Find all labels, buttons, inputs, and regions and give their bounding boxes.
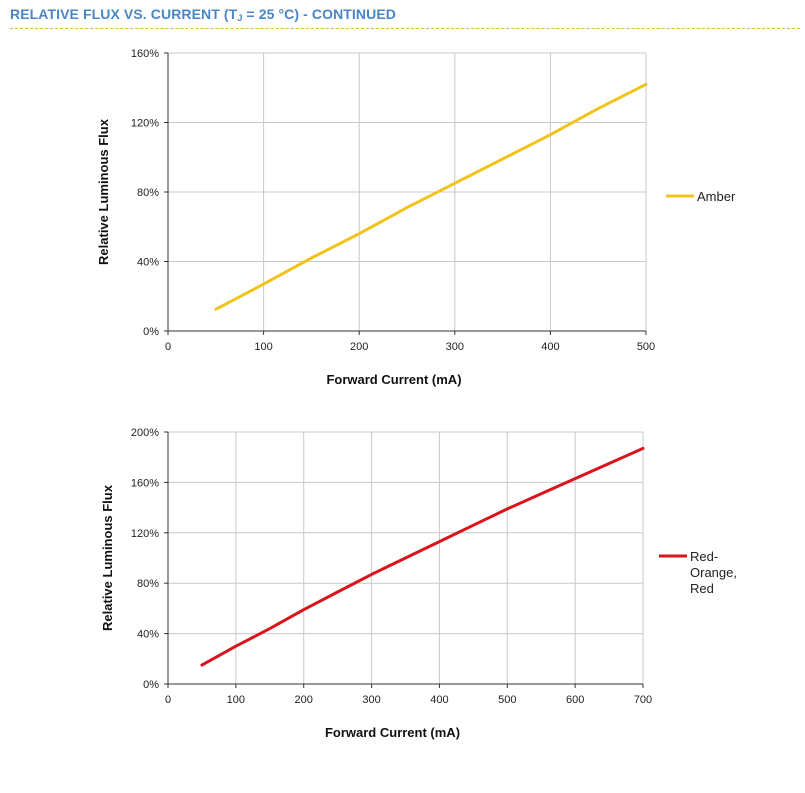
section-title-suffix: = 25 °C) - CONTINUED <box>242 6 396 22</box>
legend-label-line: Red <box>690 581 714 596</box>
y-tick-label: 0% <box>143 326 159 338</box>
x-tick-label: 300 <box>362 694 380 706</box>
y-tick-label: 160% <box>131 477 159 489</box>
y-tick-label: 160% <box>131 48 159 60</box>
x-tick-label: 400 <box>430 694 448 706</box>
legend-label-line: Red- <box>690 549 718 564</box>
y-tick-label: 40% <box>137 257 159 269</box>
x-tick-label: 400 <box>541 341 559 353</box>
x-tick-label: 0 <box>165 341 171 353</box>
y-tick-label: 80% <box>137 578 159 590</box>
x-axis-title: Forward Current (mA) <box>326 372 461 387</box>
y-axis-title: Relative Luminous Flux <box>100 484 115 631</box>
legend-label-line: Amber <box>697 189 736 204</box>
legend-label: Amber <box>697 189 736 204</box>
section-title: RELATIVE FLUX VS. CURRENT (TJ = 25 °C) -… <box>10 6 396 23</box>
y-tick-label: 120% <box>131 528 159 540</box>
y-tick-label: 40% <box>137 629 159 641</box>
x-tick-label: 700 <box>634 694 652 706</box>
y-tick-label: 80% <box>137 187 159 199</box>
y-tick-label: 0% <box>143 679 159 691</box>
y-axis-title: Relative Luminous Flux <box>96 118 111 265</box>
x-tick-label: 200 <box>350 341 368 353</box>
x-tick-label: 500 <box>498 694 516 706</box>
y-tick-label: 120% <box>131 118 159 130</box>
x-tick-label: 100 <box>227 694 245 706</box>
series-line <box>200 446 645 667</box>
section-header: RELATIVE FLUX VS. CURRENT (TJ = 25 °C) -… <box>10 6 800 29</box>
x-tick-label: 300 <box>446 341 464 353</box>
legend-label-line: Orange, <box>690 565 737 580</box>
x-tick-label: 100 <box>254 341 272 353</box>
section-title-prefix: RELATIVE FLUX VS. CURRENT (T <box>10 6 238 22</box>
x-axis-title: Forward Current (mA) <box>325 725 460 740</box>
y-tick-label: 200% <box>131 427 159 439</box>
amber-flux-chart: 0 100 200 300 400 500 0% 40% 80% 120% 160% Forward … <box>96 48 736 387</box>
x-tick-label: 200 <box>295 694 313 706</box>
x-tick-label: 500 <box>637 341 655 353</box>
series-line <box>214 82 648 311</box>
section-title-subscript: J <box>237 13 243 23</box>
legend-label: Red-Orange, Red <box>690 549 737 596</box>
x-tick-label: 0 <box>165 694 171 706</box>
x-tick-label: 600 <box>566 694 584 706</box>
